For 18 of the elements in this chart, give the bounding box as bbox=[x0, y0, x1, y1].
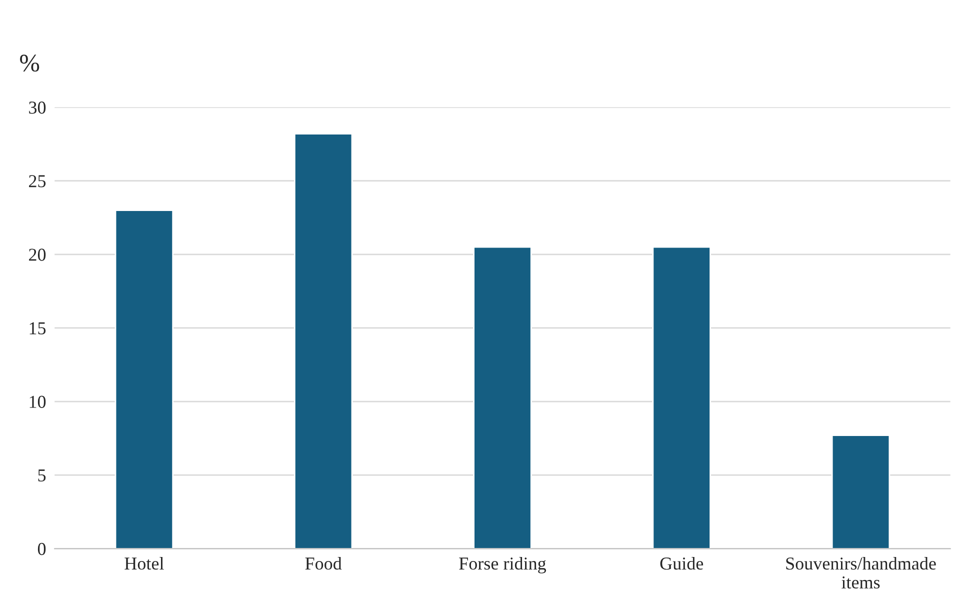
y-tick-label: 15 bbox=[30, 322, 46, 334]
y-tick-label: 5 bbox=[38, 470, 46, 482]
x-tick-label: Food bbox=[305, 556, 342, 570]
bar bbox=[473, 246, 532, 549]
y-tick-label: 30 bbox=[29, 102, 46, 114]
bar bbox=[114, 210, 174, 549]
y-axis-title: % bbox=[20, 54, 40, 72]
y-tick-label: 10 bbox=[30, 396, 46, 408]
y-tick-label: 25 bbox=[29, 175, 46, 188]
bar bbox=[652, 246, 711, 549]
y-tick-label: 20 bbox=[29, 248, 46, 261]
bar bbox=[294, 133, 353, 549]
y-tick-label: 0 bbox=[38, 542, 46, 556]
bar bbox=[831, 434, 890, 549]
x-tick-label: Souvenirs/handmade items bbox=[786, 556, 936, 589]
x-tick-label: Forse riding bbox=[459, 556, 546, 574]
x-tick-label: Guide bbox=[660, 556, 704, 570]
x-tick-label: Hotel bbox=[124, 556, 164, 570]
